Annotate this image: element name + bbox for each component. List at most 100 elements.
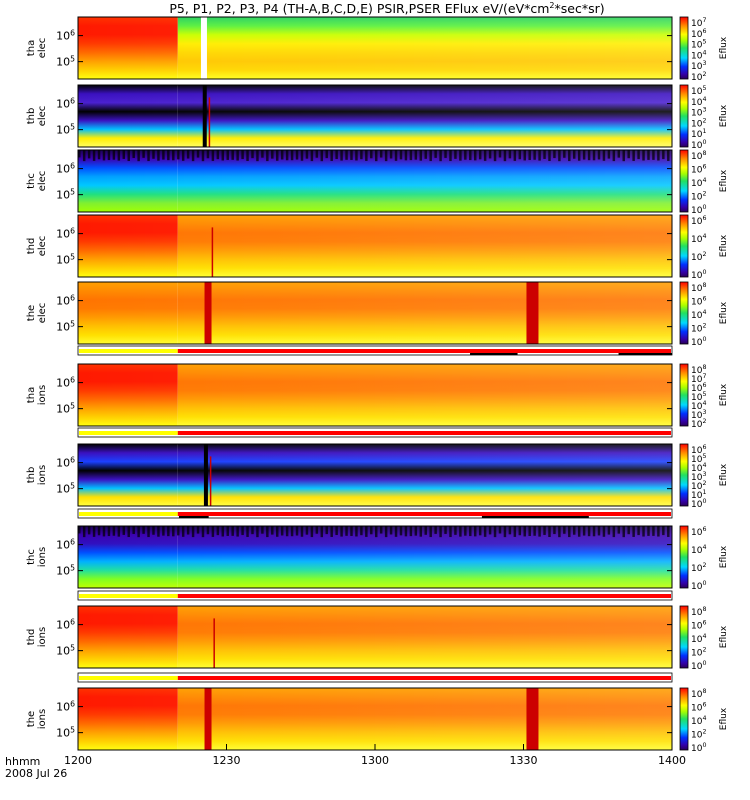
noise-stripe bbox=[127, 526, 130, 538]
noise-stripe bbox=[429, 150, 432, 162]
noise-stripe bbox=[384, 526, 388, 538]
noise-stripe bbox=[587, 526, 591, 537]
noise-stripe bbox=[315, 150, 319, 158]
data-gap-stripe bbox=[204, 688, 212, 750]
noise-stripe bbox=[439, 526, 442, 538]
noise-stripe bbox=[498, 150, 502, 158]
noise-stripe bbox=[300, 150, 304, 161]
noise-stripe bbox=[582, 150, 586, 160]
panel-thc-ions: 106 105 thc ions 106 104 102 100 Eflux bbox=[26, 525, 729, 592]
colorbar-tick-label: 102 bbox=[691, 729, 706, 741]
noise-stripe bbox=[290, 150, 294, 161]
noise-stripe bbox=[483, 526, 487, 537]
noise-stripe bbox=[206, 150, 210, 159]
noise-stripe bbox=[112, 150, 116, 160]
panel-species-label: elec bbox=[37, 171, 48, 192]
panel-species-label: ions bbox=[37, 385, 48, 405]
y-tick-label: 106 bbox=[56, 376, 75, 390]
noise-stripe bbox=[345, 150, 348, 160]
colorbar-tick-label: 102 bbox=[691, 71, 706, 83]
noise-stripe bbox=[543, 150, 546, 159]
noise-stripe bbox=[127, 150, 130, 162]
data-gap-stripe bbox=[203, 444, 208, 506]
colorbar bbox=[679, 281, 689, 345]
noise-stripe bbox=[167, 150, 170, 161]
noise-stripe bbox=[330, 526, 333, 537]
noise-stripe bbox=[320, 150, 324, 162]
noise-stripe bbox=[231, 526, 234, 536]
colorbar-tick-label: 108 bbox=[691, 606, 706, 618]
colorbar-tick-label: 107 bbox=[691, 373, 706, 385]
noise-stripe bbox=[78, 150, 81, 158]
noise-stripe bbox=[662, 150, 665, 160]
noise-stripe bbox=[657, 150, 660, 161]
x-axis-label: hhmm bbox=[5, 755, 40, 768]
noise-stripe bbox=[563, 150, 566, 158]
data-gap-stripe bbox=[204, 282, 212, 344]
colorbar-tick-label: 104 bbox=[691, 233, 706, 245]
colorbar-tick-label: 106 bbox=[691, 28, 706, 40]
colorbar bbox=[679, 84, 689, 148]
colorbar-tick-label: 100 bbox=[691, 336, 706, 348]
colorbar-tick-label: 108 bbox=[691, 150, 706, 162]
colorbar-tick-label: 102 bbox=[691, 251, 706, 263]
mode-bar-fast bbox=[177, 512, 672, 516]
noise-stripe bbox=[404, 150, 408, 161]
noise-stripe bbox=[444, 150, 447, 158]
colorbar bbox=[679, 443, 689, 507]
noise-stripe bbox=[394, 526, 398, 537]
noise-stripe bbox=[548, 526, 551, 538]
noise-stripe bbox=[577, 150, 581, 161]
mode-bar-slow bbox=[79, 512, 178, 516]
noise-stripe bbox=[147, 526, 150, 538]
noise-stripe bbox=[142, 150, 145, 158]
colorbar-tick-label: 101 bbox=[691, 128, 706, 140]
mode-bar-burst bbox=[470, 353, 518, 355]
noise-stripe bbox=[543, 526, 546, 535]
noise-stripe bbox=[256, 150, 259, 162]
noise-stripe bbox=[384, 150, 388, 162]
panel-probe-label: the bbox=[26, 711, 37, 727]
panel-probe-label: thd bbox=[26, 629, 37, 646]
thin-spike bbox=[211, 227, 214, 277]
noise-stripe bbox=[162, 150, 165, 160]
colorbar-tick-label: 105 bbox=[691, 85, 706, 97]
y-tick-label: 106 bbox=[56, 700, 75, 714]
thin-spike bbox=[208, 97, 211, 147]
noise-stripe bbox=[315, 526, 319, 534]
noise-stripe bbox=[206, 526, 210, 535]
colorbar-tick-label: 100 bbox=[691, 580, 706, 592]
noise-stripe bbox=[459, 526, 462, 537]
noise-stripe bbox=[290, 526, 294, 537]
noise-stripe bbox=[350, 150, 353, 160]
noise-stripe bbox=[152, 150, 155, 159]
noise-stripe bbox=[266, 526, 269, 538]
noise-stripe bbox=[226, 150, 229, 160]
mode-bar bbox=[77, 345, 673, 356]
x-tick-label: 1300 bbox=[361, 754, 389, 767]
colorbar-tick-label: 104 bbox=[691, 400, 706, 412]
noise-stripe bbox=[256, 526, 259, 538]
y-tick-label: 105 bbox=[56, 123, 75, 137]
noise-stripe bbox=[558, 150, 561, 162]
noise-stripe bbox=[216, 526, 220, 536]
time-fade-overlay bbox=[78, 606, 672, 668]
colorbar-tick-label: 106 bbox=[691, 702, 706, 714]
colorbar-tick-label: 102 bbox=[691, 480, 706, 492]
x-axis: 1200 1230 1300 1330 1400 bbox=[64, 744, 686, 767]
noise-stripe bbox=[533, 150, 536, 160]
noise-stripe bbox=[360, 150, 363, 160]
panel-species-label: elec bbox=[37, 38, 48, 59]
noise-stripe bbox=[132, 150, 135, 158]
panel-frame bbox=[77, 605, 673, 669]
noise-stripe bbox=[637, 526, 640, 536]
noise-stripe bbox=[226, 526, 229, 536]
noise-stripe bbox=[528, 150, 531, 161]
y-tick-label: 106 bbox=[56, 227, 75, 241]
noise-stripe bbox=[345, 526, 348, 536]
chart-title: P5, P1, P2, P3, P4 (TH-A,B,C,D,E) PSIR,P… bbox=[169, 1, 604, 16]
